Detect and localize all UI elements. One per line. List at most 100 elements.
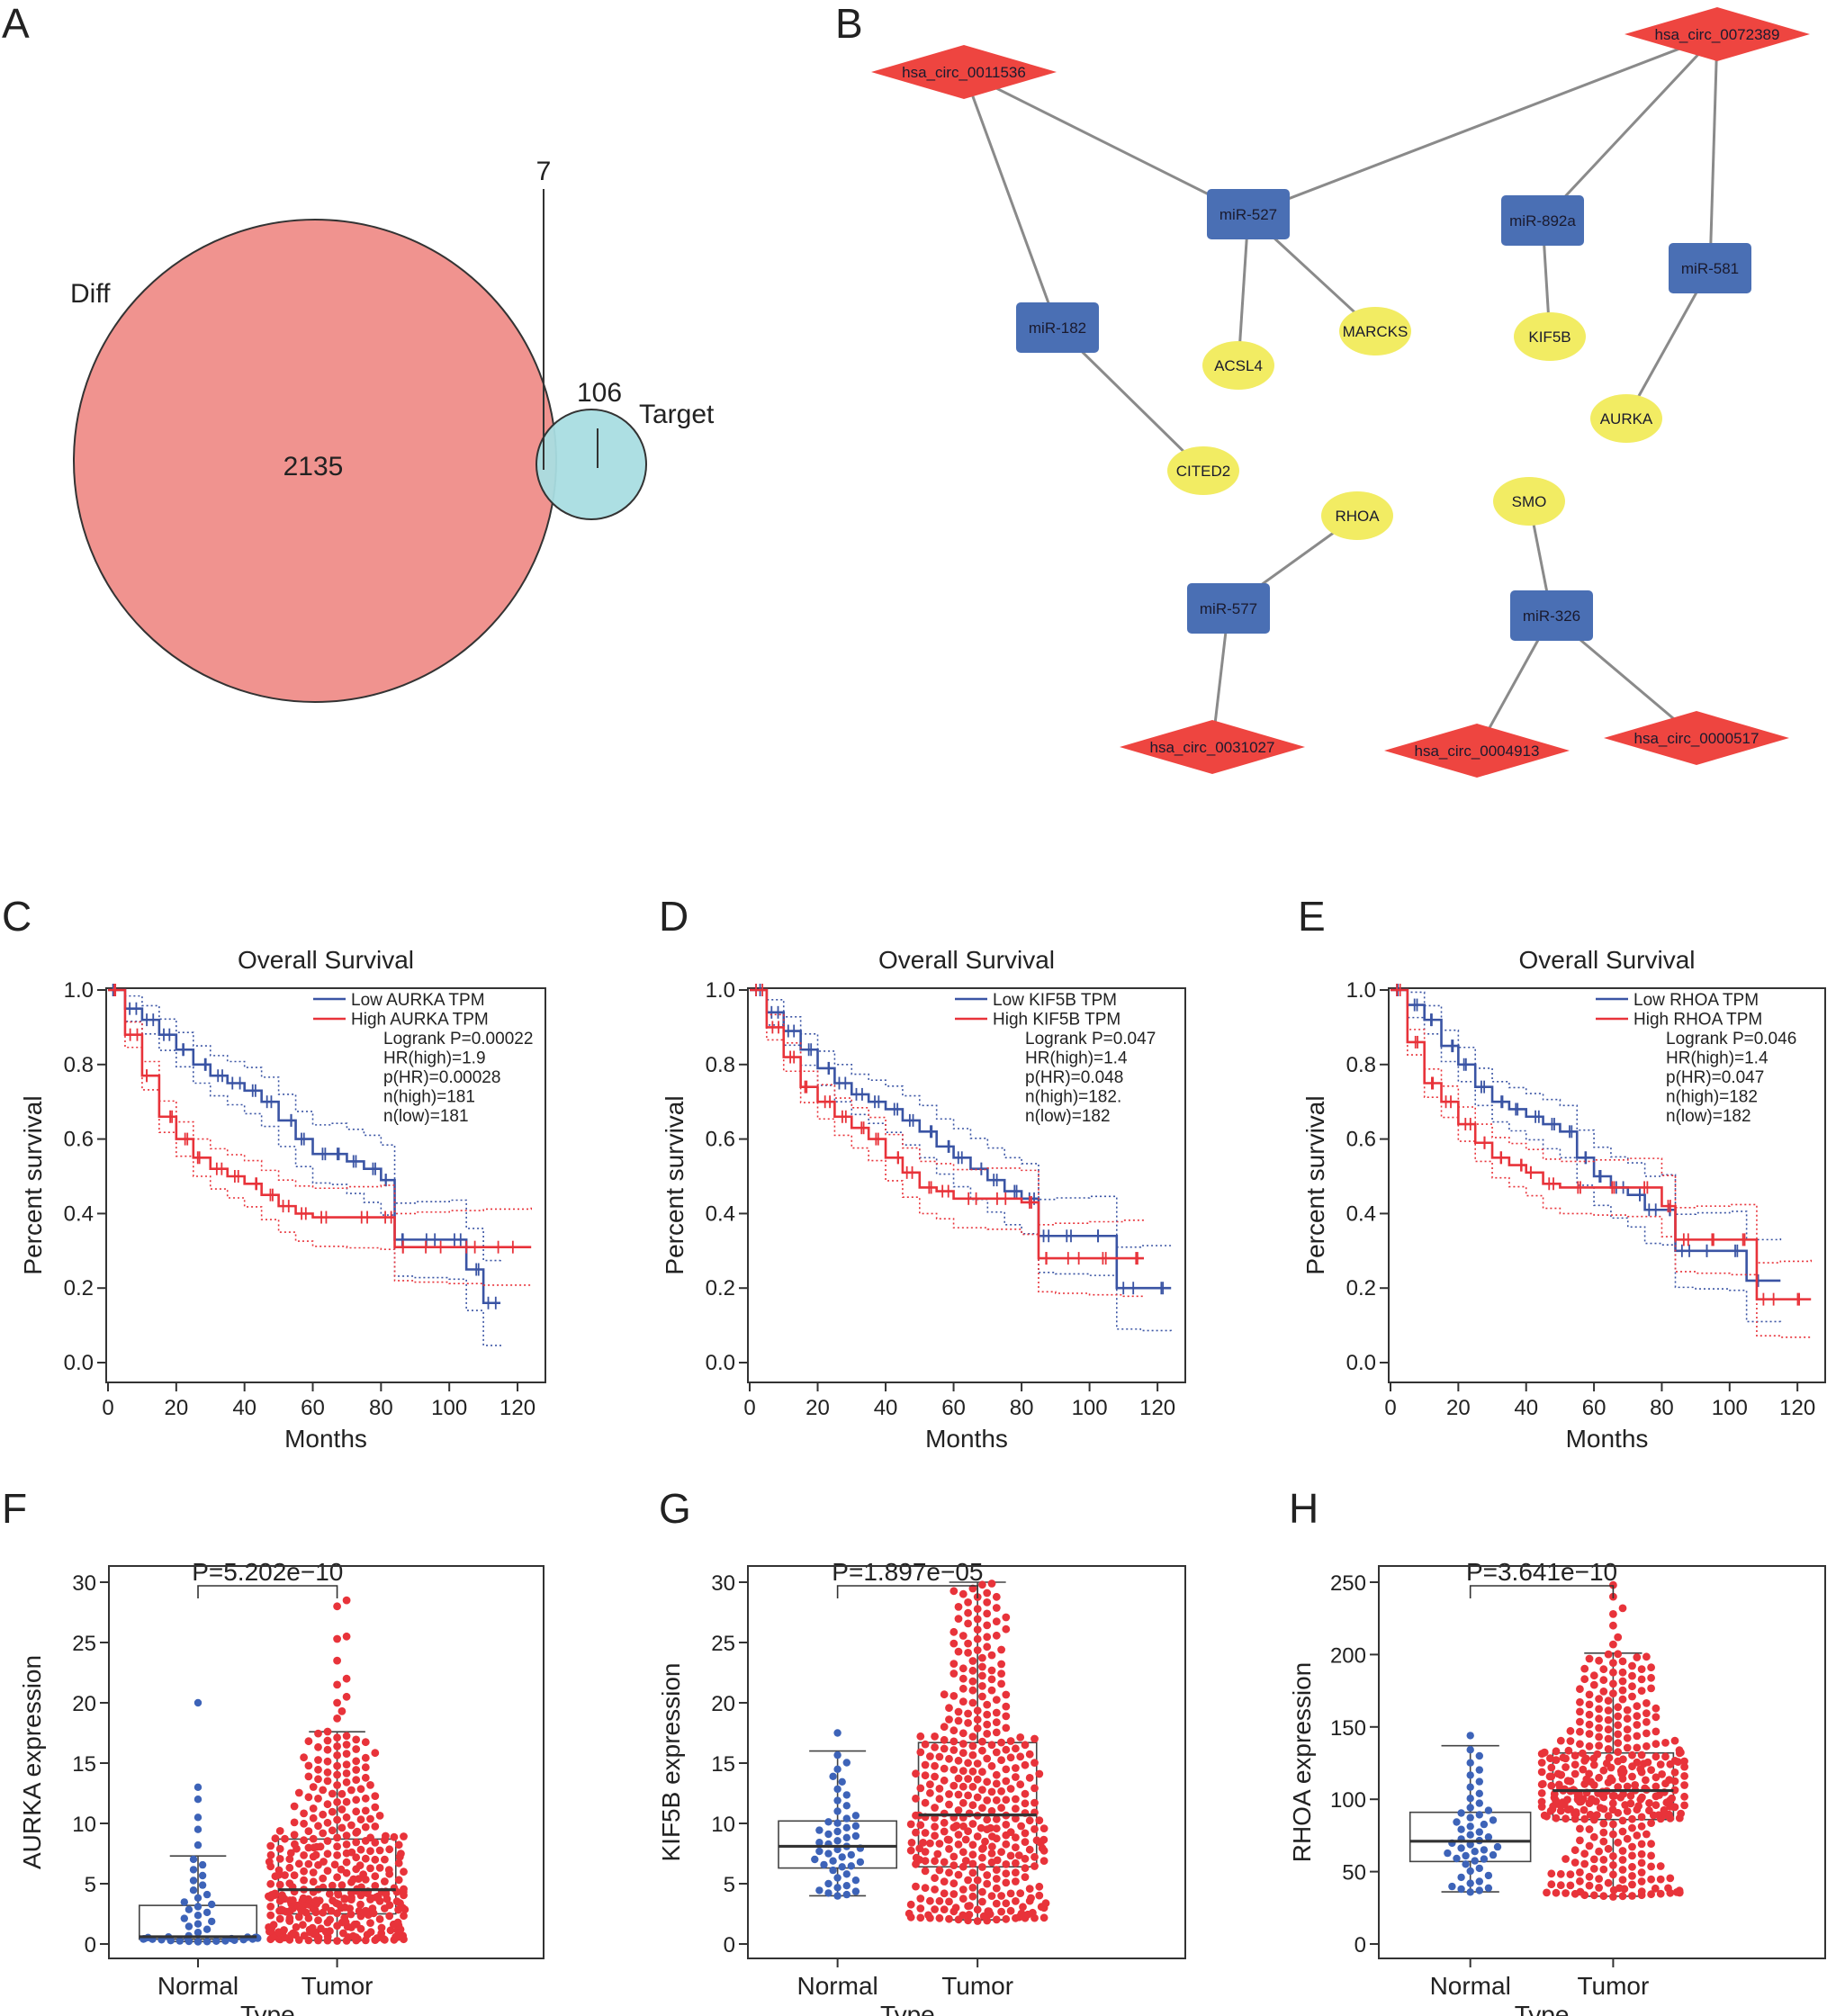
km-y-tick-label: 0.0 — [1346, 1351, 1376, 1375]
tumor-sample-point — [1624, 1725, 1632, 1733]
tumor-sample-point — [1546, 1754, 1554, 1762]
tumor-sample-point — [1586, 1842, 1594, 1850]
tumor-sample-point — [993, 1875, 1001, 1883]
box-y-tick-label: 5 — [85, 1873, 96, 1897]
tumor-sample-point — [950, 1853, 958, 1861]
tumor-sample-point — [1586, 1873, 1594, 1881]
tumor-sample-point — [974, 1724, 982, 1732]
tumor-sample-point — [1609, 1821, 1617, 1829]
tumor-sample-point — [912, 1829, 920, 1837]
tumor-sample-point — [922, 1884, 930, 1892]
tumor-sample-point — [276, 1855, 284, 1863]
tumor-sample-point — [300, 1868, 308, 1876]
tumor-sample-point — [993, 1749, 1001, 1757]
normal-sample-point — [203, 1909, 211, 1916]
normal-sample-point — [181, 1914, 188, 1922]
tumor-sample-point — [936, 1914, 944, 1922]
tumor-sample-point — [1022, 1790, 1030, 1798]
box-x-axis-label: Type — [1515, 2001, 1570, 2016]
tumor-sample-point — [1586, 1825, 1594, 1833]
tumor-sample-point — [1579, 1766, 1587, 1774]
tumor-sample-point — [964, 1649, 972, 1657]
tumor-sample-point — [1605, 1845, 1613, 1853]
tumor-sample-point — [291, 1871, 299, 1879]
tumor-sample-point — [1595, 1714, 1603, 1723]
tumor-sample-point — [978, 1863, 986, 1871]
tumor-sample-point — [969, 1860, 977, 1868]
normal-sample-point — [843, 1824, 850, 1832]
km-stat-hr: HR(high)=1.4 — [1666, 1049, 1768, 1068]
km-y-tick-label: 0.8 — [1346, 1053, 1376, 1077]
tumor-sample-point — [1652, 1705, 1660, 1713]
km-legend-low: Low AURKA TPM — [351, 991, 485, 1010]
normal-sample-point — [839, 1853, 846, 1860]
normal-sample-point — [829, 1867, 836, 1874]
box-y-axis-label: RHOA expression — [1288, 1662, 1316, 1863]
tumor-sample-point — [362, 1855, 370, 1863]
panel-label-g: G — [659, 1485, 691, 1532]
tumor-sample-point — [1588, 1796, 1596, 1804]
panel-label-f: F — [2, 1485, 27, 1532]
tumor-sample-point — [1571, 1770, 1580, 1778]
km-stat-nhigh: n(high)=182. — [1025, 1088, 1121, 1107]
tumor-sample-point — [1628, 1672, 1636, 1680]
tumor-sample-point — [305, 1762, 313, 1770]
tumor-sample-point — [974, 1794, 982, 1802]
tumor-sample-point — [1567, 1737, 1575, 1745]
normal-sample-point — [843, 1791, 850, 1798]
tumor-sample-point — [1007, 1785, 1015, 1793]
tumor-sample-point — [955, 1708, 963, 1716]
tumor-sample-point — [978, 1580, 986, 1588]
tumor-sample-point — [978, 1682, 986, 1690]
tumor-sample-point — [983, 1730, 991, 1738]
tumor-sample-point — [333, 1602, 341, 1610]
tumor-sample-point — [1002, 1703, 1010, 1711]
tumor-sample-point — [300, 1810, 308, 1818]
tumor-sample-point — [974, 1905, 982, 1913]
tumor-sample-point — [328, 1896, 337, 1904]
tumor-sample-point — [969, 1678, 977, 1686]
tumor-sample-point — [1002, 1915, 1010, 1923]
tumor-sample-point — [1576, 1868, 1584, 1876]
tumor-sample-point — [1586, 1691, 1594, 1699]
tumor-sample-point — [376, 1864, 384, 1872]
km-stat-nlow: n(low)=182 — [1666, 1107, 1751, 1126]
tumor-sample-point — [1642, 1709, 1651, 1717]
tumor-sample-point — [1680, 1772, 1688, 1780]
tumor-sample-point — [1647, 1663, 1655, 1671]
normal-sample-point — [820, 1861, 827, 1868]
tumor-sample-point — [983, 1815, 991, 1823]
tumor-sample-point — [997, 1804, 1005, 1812]
tumor-sample-point — [940, 1877, 949, 1886]
tumor-sample-point — [993, 1866, 1001, 1874]
tumor-sample-point — [1035, 1892, 1043, 1900]
tumor-sample-point — [333, 1834, 341, 1842]
tumor-sample-point — [950, 1782, 958, 1790]
tumor-sample-point — [309, 1924, 317, 1932]
normal-sample-point — [1457, 1844, 1464, 1851]
normal-sample-point — [199, 1861, 206, 1868]
gene-node-label: CITED2 — [1176, 463, 1230, 480]
tumor-sample-point — [1680, 1781, 1688, 1789]
tumor-sample-point — [1595, 1695, 1603, 1703]
tumor-sample-point — [343, 1760, 351, 1768]
box-y-tick-label: 0 — [724, 1933, 735, 1958]
tumor-sample-point — [1595, 1848, 1603, 1856]
tumor-sample-point — [1631, 1781, 1639, 1789]
km-x-tick-label: 20 — [806, 1396, 830, 1420]
tumor-sample-point — [1638, 1676, 1646, 1684]
tumor-sample-point — [964, 1719, 972, 1727]
tumor-sample-point — [1026, 1750, 1034, 1759]
tumor-sample-point — [969, 1783, 977, 1791]
tumor-sample-point — [347, 1786, 356, 1795]
tumor-sample-point — [913, 1854, 921, 1862]
tumor-sample-point — [988, 1842, 996, 1850]
tumor-sample-point — [959, 1664, 968, 1672]
tumor-sample-point — [1012, 1868, 1020, 1876]
normal-sample-point — [194, 1903, 202, 1910]
normal-sample-point — [194, 1938, 202, 1945]
tumor-sample-point — [997, 1892, 1005, 1900]
tumor-sample-point — [1652, 1740, 1660, 1748]
tumor-sample-point — [300, 1851, 308, 1859]
tumor-sample-point — [314, 1743, 322, 1751]
